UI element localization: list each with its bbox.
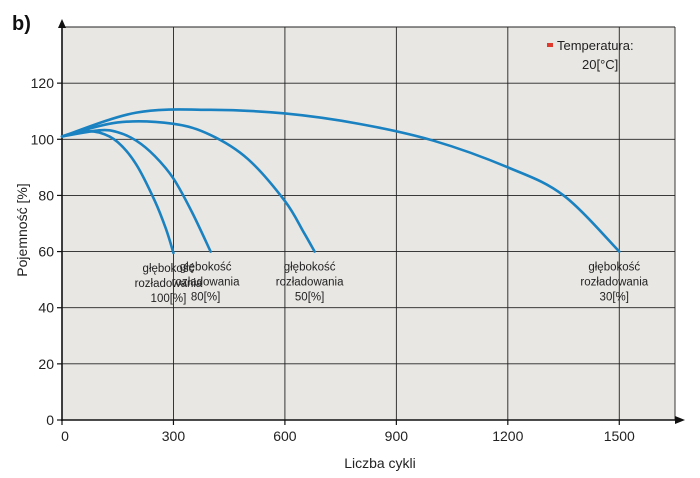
legend-line-2: 20[°C] bbox=[582, 57, 618, 72]
series-annotation-1: głębokość bbox=[143, 263, 195, 275]
x-tick-label: 900 bbox=[385, 428, 409, 444]
axes bbox=[57, 19, 685, 425]
panel-label: b) bbox=[12, 13, 31, 35]
series-lines bbox=[60, 108, 621, 255]
series-annotation-3: głębokość bbox=[284, 262, 336, 274]
series-annotation-1: 100[%] bbox=[151, 293, 187, 305]
series-annotation-4: rozładowania bbox=[580, 277, 648, 289]
series-annotations: głębokość rozładowania 100[%] głębokość rozł… bbox=[135, 262, 649, 305]
x-axis-label: Liczba cykli bbox=[344, 455, 416, 471]
x-tick-label: 600 bbox=[273, 428, 297, 444]
x-tick-label: 1200 bbox=[492, 428, 523, 444]
y-axis-arrow bbox=[58, 19, 66, 28]
y-tick-label: 0 bbox=[46, 412, 54, 428]
x-tick-labels: 0 300 600 900 1200 1500 bbox=[61, 428, 635, 444]
y-tick-label: 80 bbox=[38, 187, 54, 203]
series-annotation-4: głębokość bbox=[588, 262, 640, 274]
x-tick-label: 0 bbox=[61, 428, 69, 444]
series-annotation-2: rozładowania bbox=[172, 277, 240, 289]
gridlines bbox=[62, 26, 676, 420]
y-tick-label: 60 bbox=[38, 244, 54, 260]
y-tick-label: 120 bbox=[31, 75, 55, 91]
y-tick-label: 100 bbox=[31, 131, 55, 147]
legend-line-1: Temperatura: bbox=[557, 38, 634, 53]
series-annotation-2: 80[%] bbox=[191, 292, 220, 304]
x-axis-arrow bbox=[675, 416, 685, 424]
y-tick-label: 20 bbox=[38, 356, 54, 372]
series-annotation-3: 50[%] bbox=[295, 292, 324, 304]
x-tick-label: 1500 bbox=[604, 428, 635, 444]
legend: Temperatura: 20[°C] bbox=[547, 38, 634, 72]
series-annotation-2: głębokość bbox=[180, 262, 232, 274]
series-annotation-1: rozładowania bbox=[135, 278, 203, 290]
y-axis-label: Pojemność [%] bbox=[14, 183, 30, 276]
x-tick-label: 300 bbox=[162, 428, 186, 444]
series-annotation-4: 30[%] bbox=[600, 292, 629, 304]
legend-marker bbox=[547, 43, 553, 47]
y-tick-label: 40 bbox=[38, 300, 54, 316]
series-line-2 bbox=[60, 128, 212, 253]
y-tick-labels: 0 20 40 60 80 100 120 bbox=[31, 75, 55, 428]
series-annotation-3: rozładowania bbox=[276, 277, 344, 289]
series-line-3 bbox=[60, 120, 316, 253]
plot-area bbox=[62, 27, 675, 420]
series-line-4 bbox=[60, 108, 621, 253]
